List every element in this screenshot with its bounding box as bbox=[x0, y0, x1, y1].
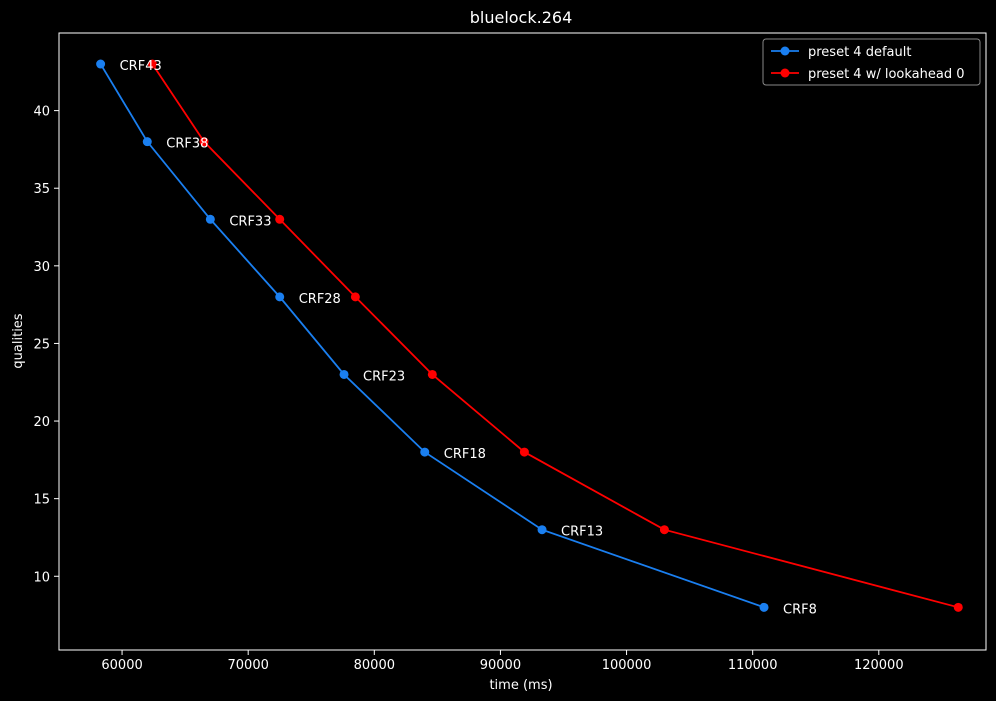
data-point bbox=[205, 214, 215, 224]
data-point bbox=[147, 59, 157, 69]
crf-label: CRF8 bbox=[783, 602, 817, 617]
crf-label: CRF13 bbox=[561, 525, 603, 540]
crf-label: CRF18 bbox=[444, 447, 486, 462]
data-point bbox=[275, 214, 285, 224]
x-tick-label: 90000 bbox=[480, 658, 521, 673]
plot-area bbox=[58, 32, 987, 651]
y-axis: 10 15 20 25 30 35 40 bbox=[33, 105, 59, 585]
legend-marker-lookahead bbox=[780, 68, 790, 78]
crf-label: CRF28 bbox=[299, 292, 341, 307]
data-point bbox=[142, 137, 152, 147]
y-tick-label: 25 bbox=[33, 337, 50, 352]
x-tick-label: 110000 bbox=[728, 658, 778, 673]
data-point bbox=[537, 525, 547, 535]
data-point bbox=[350, 292, 360, 302]
legend-marker-default bbox=[780, 46, 790, 56]
data-point bbox=[96, 59, 106, 69]
x-tick-label: 60000 bbox=[101, 658, 142, 673]
data-point bbox=[519, 447, 529, 457]
legend-box bbox=[762, 38, 981, 86]
data-point bbox=[659, 525, 669, 535]
y-axis-label: qualities bbox=[11, 313, 26, 368]
crf-label: CRF43 bbox=[120, 59, 162, 74]
y-tick-label: 20 bbox=[33, 415, 50, 430]
data-point bbox=[199, 137, 209, 147]
legend-label-lookahead: preset 4 w/ lookahead 0 bbox=[808, 67, 965, 82]
crf-label: CRF33 bbox=[229, 214, 271, 229]
x-tick-label: 80000 bbox=[354, 658, 395, 673]
y-tick-label: 10 bbox=[33, 570, 50, 585]
data-point bbox=[759, 602, 769, 612]
y-tick-label: 40 bbox=[33, 105, 50, 120]
y-tick-label: 30 bbox=[33, 260, 50, 275]
x-axis-label: time (ms) bbox=[489, 678, 552, 693]
data-point bbox=[420, 447, 430, 457]
data-point bbox=[275, 292, 285, 302]
crf-label: CRF23 bbox=[363, 369, 405, 384]
data-point bbox=[953, 602, 963, 612]
x-tick-label: 70000 bbox=[228, 658, 269, 673]
x-axis: 60000 70000 80000 90000 100000 110000 120000 bbox=[101, 650, 904, 673]
x-tick-label: 120000 bbox=[854, 658, 904, 673]
chart-title: bluelock.264 bbox=[470, 8, 573, 27]
y-tick-label: 15 bbox=[33, 493, 50, 508]
annotation-layer: CRF43 CRF38 CRF33 CRF28 CRF23 CRF18 CRF13 CRF8 bbox=[120, 59, 817, 617]
data-point bbox=[427, 369, 437, 379]
series-line-1 bbox=[151, 63, 959, 609]
x-tick-label: 100000 bbox=[602, 658, 652, 673]
series-line-0 bbox=[99, 63, 765, 609]
y-tick-label: 35 bbox=[33, 182, 50, 197]
legend: preset 4 default preset 4 w/ lookahead 0 bbox=[762, 38, 981, 86]
series-layer bbox=[96, 59, 963, 612]
crf-label: CRF38 bbox=[166, 137, 208, 152]
data-point bbox=[339, 369, 349, 379]
legend-label-default: preset 4 default bbox=[808, 45, 911, 60]
